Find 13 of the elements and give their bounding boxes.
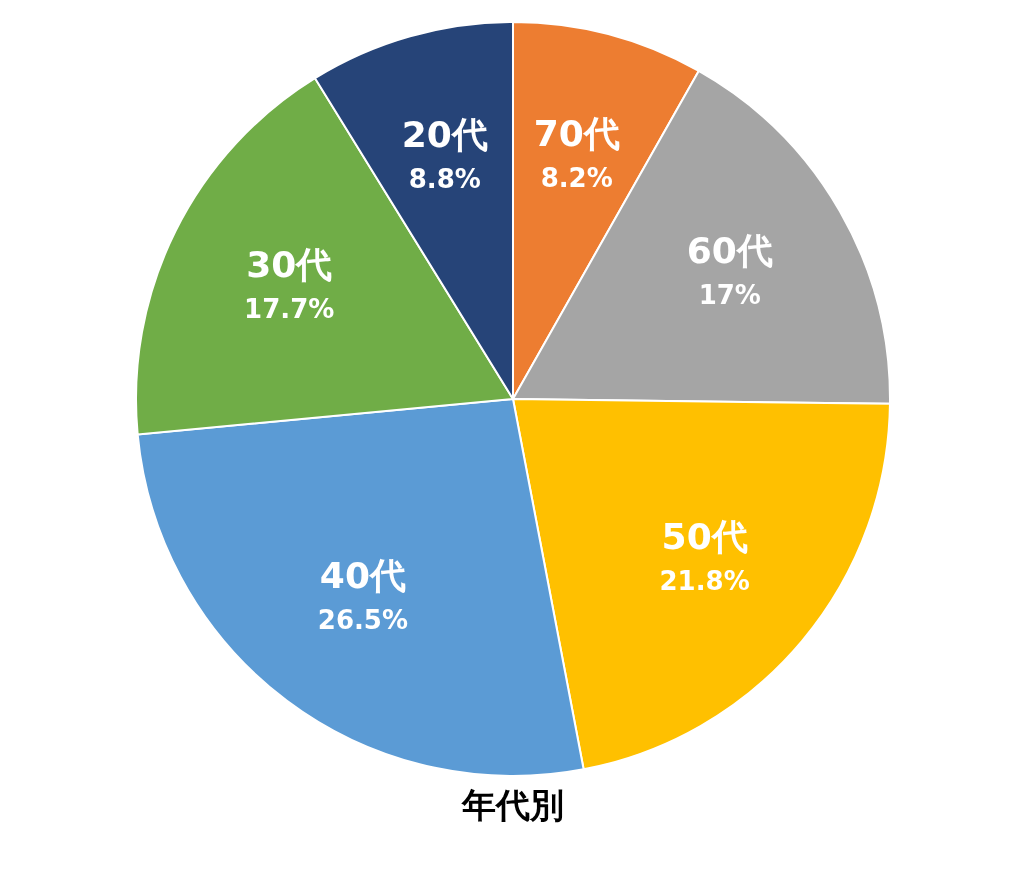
data-label: 26.5%	[317, 604, 408, 635]
data-label: 8.2%	[540, 163, 613, 194]
data-label: 17%	[698, 280, 761, 311]
slice-label: 30代	[246, 243, 333, 285]
text: 年代別	[461, 785, 564, 825]
slice-label: 20代	[401, 114, 488, 156]
data-label: 21.8%	[659, 565, 750, 596]
slice-label: 50代	[661, 515, 748, 557]
slice-label: 60代	[686, 230, 773, 272]
slice-label: 70代	[533, 113, 620, 155]
data-label: 8.8%	[408, 164, 481, 195]
data-label: 17.7%	[244, 293, 335, 324]
slice-label: 40代	[319, 554, 406, 596]
